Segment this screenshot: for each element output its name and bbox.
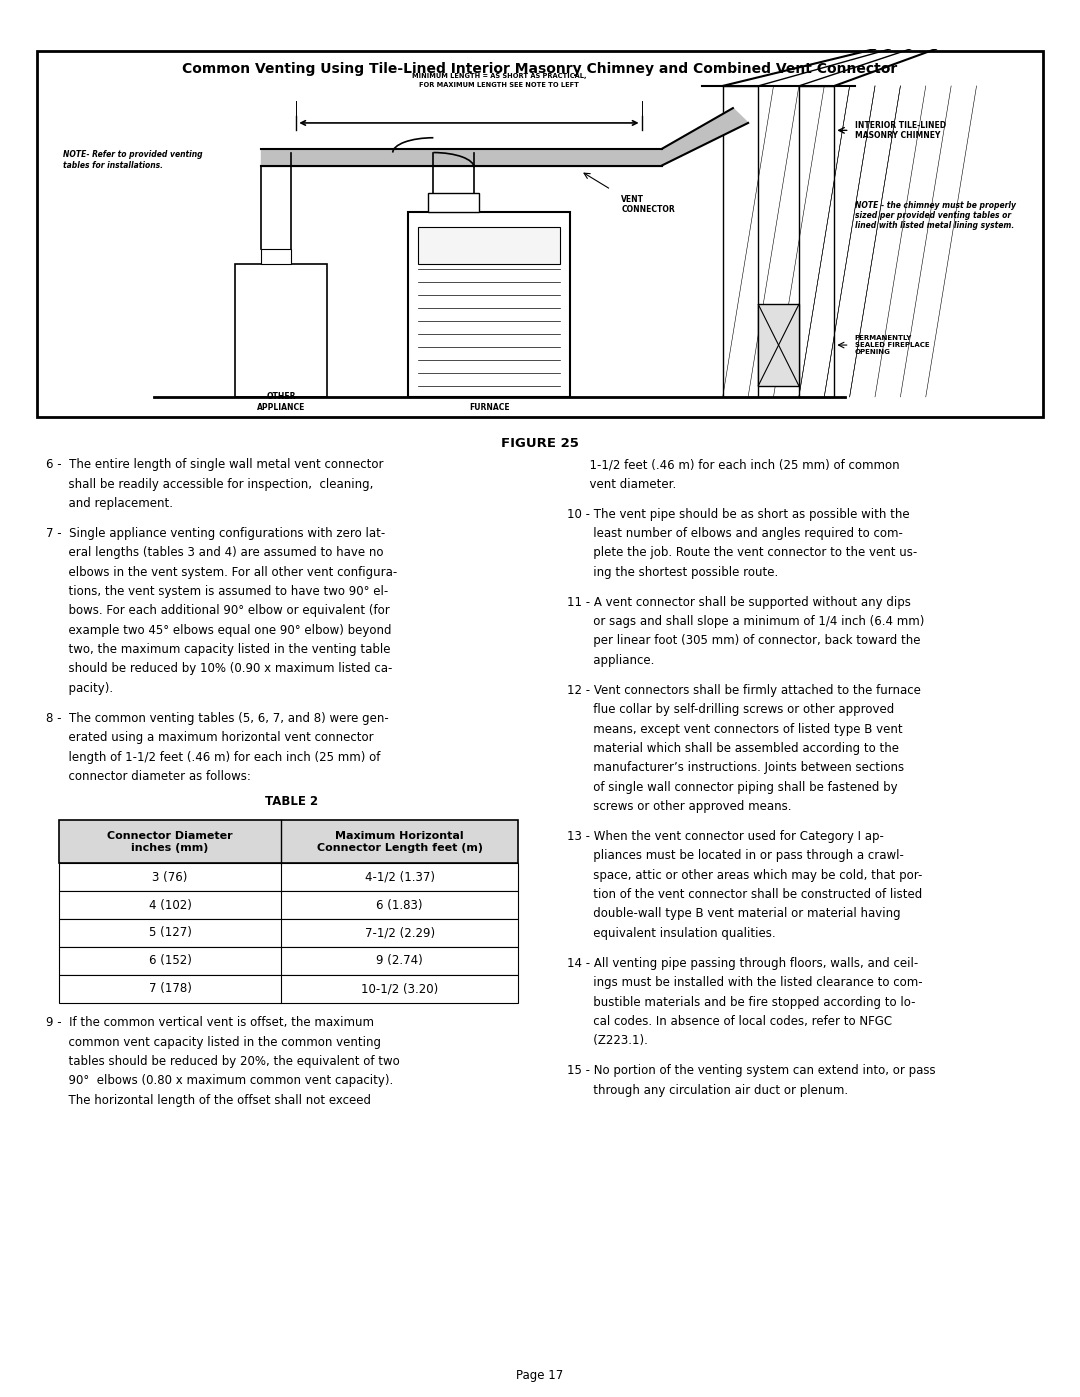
Text: common vent capacity listed in the common venting: common vent capacity listed in the commo…: [46, 1035, 381, 1049]
Text: 7 (178): 7 (178): [149, 982, 191, 995]
Text: 7-1/2 (2.29): 7-1/2 (2.29): [365, 926, 434, 940]
Bar: [799, 87, 835, 397]
Text: shall be readily accessible for inspection,  cleaning,: shall be readily accessible for inspecti…: [46, 478, 374, 490]
Text: ing the shortest possible route.: ing the shortest possible route.: [567, 566, 779, 578]
Text: equivalent insulation qualities.: equivalent insulation qualities.: [567, 926, 775, 940]
Text: 13 - When the vent connector used for Category I ap-: 13 - When the vent connector used for Ca…: [567, 830, 883, 842]
Text: bows. For each additional 90° elbow or equivalent (for: bows. For each additional 90° elbow or e…: [46, 605, 390, 617]
Bar: [758, 305, 799, 386]
Text: OTHER
APPLIANCE: OTHER APPLIANCE: [257, 393, 306, 412]
Text: pliances must be located in or pass through a crawl-: pliances must be located in or pass thro…: [567, 849, 904, 862]
Text: plete the job. Route the vent connector to the vent us-: plete the job. Route the vent connector …: [567, 546, 917, 559]
Text: NOTE - the chimney must be properly
sized per provided venting tables or
lined w: NOTE - the chimney must be properly size…: [854, 201, 1015, 231]
Text: tions, the vent system is assumed to have two 90° el-: tions, the vent system is assumed to hav…: [46, 585, 389, 598]
Text: bustible materials and be fire stopped according to lo-: bustible materials and be fire stopped a…: [567, 996, 916, 1009]
Text: manufacturer’s instructions. Joints between sections: manufacturer’s instructions. Joints betw…: [567, 761, 904, 774]
Bar: [59, 919, 518, 947]
Bar: [59, 947, 518, 975]
Text: tion of the vent connector shall be constructed of listed: tion of the vent connector shall be cons…: [567, 888, 922, 901]
Text: 9 (2.74): 9 (2.74): [376, 954, 423, 967]
Bar: [59, 891, 518, 919]
Text: NOTE- Refer to provided venting
tables for installations.: NOTE- Refer to provided venting tables f…: [63, 151, 202, 169]
Text: 6 -  The entire length of single wall metal vent connector: 6 - The entire length of single wall met…: [46, 458, 384, 471]
Text: or sags and shall slope a minimum of 1/4 inch (6.4 mm): or sags and shall slope a minimum of 1/4…: [567, 615, 924, 629]
Bar: [59, 820, 518, 863]
Text: 8 -  The common venting tables (5, 6, 7, and 8) were gen-: 8 - The common venting tables (5, 6, 7, …: [46, 712, 389, 725]
Text: length of 1-1/2 feet (.46 m) for each inch (25 mm) of: length of 1-1/2 feet (.46 m) for each in…: [46, 750, 381, 764]
Text: 14 - All venting pipe passing through floors, walls, and ceil-: 14 - All venting pipe passing through fl…: [567, 957, 918, 970]
Text: VENT
CONNECTOR: VENT CONNECTOR: [621, 194, 675, 214]
Text: appliance.: appliance.: [567, 654, 654, 666]
Text: 90°  elbows (0.80 x maximum common vent capacity).: 90° elbows (0.80 x maximum common vent c…: [46, 1074, 394, 1087]
Text: The horizontal length of the offset shall not exceed: The horizontal length of the offset shal…: [46, 1094, 372, 1106]
Text: 12 - Vent connectors shall be firmly attached to the furnace: 12 - Vent connectors shall be firmly att…: [567, 683, 921, 697]
Text: 11 - A vent connector shall be supported without any dips: 11 - A vent connector shall be supported…: [567, 595, 910, 609]
Text: and replacement.: and replacement.: [46, 497, 174, 510]
Text: 10 - The vent pipe should be as short as possible with the: 10 - The vent pipe should be as short as…: [567, 507, 909, 521]
Text: cal codes. In absence of local codes, refer to NFGC: cal codes. In absence of local codes, re…: [567, 1014, 892, 1028]
Text: TABLE 2: TABLE 2: [265, 795, 319, 807]
Text: 15 - No portion of the venting system can extend into, or pass: 15 - No portion of the venting system ca…: [567, 1065, 935, 1077]
Text: pacity).: pacity).: [46, 682, 113, 694]
Text: FURNACE: FURNACE: [469, 402, 510, 412]
Text: screws or other approved means.: screws or other approved means.: [567, 800, 792, 813]
Bar: [59, 863, 518, 891]
Text: vent diameter.: vent diameter.: [567, 478, 676, 490]
Bar: [59, 975, 518, 1003]
Bar: [723, 87, 758, 397]
Text: erated using a maximum horizontal vent connector: erated using a maximum horizontal vent c…: [46, 731, 374, 745]
Text: elbows in the vent system. For all other vent configura-: elbows in the vent system. For all other…: [46, 566, 397, 578]
Polygon shape: [662, 108, 748, 165]
Text: (Z223.1).: (Z223.1).: [567, 1034, 648, 1048]
Text: FIGURE 25: FIGURE 25: [501, 437, 579, 450]
Text: double-wall type B vent material or material having: double-wall type B vent material or mate…: [567, 908, 901, 921]
Text: should be reduced by 10% (0.90 x maximum listed ca-: should be reduced by 10% (0.90 x maximum…: [46, 662, 393, 676]
Text: material which shall be assembled according to the: material which shall be assembled accord…: [567, 742, 899, 754]
Text: connector diameter as follows:: connector diameter as follows:: [46, 770, 252, 782]
Text: space, attic or other areas which may be cold, that por-: space, attic or other areas which may be…: [567, 869, 922, 882]
Bar: [429, 193, 480, 212]
Text: Connector Diameter
inches (mm): Connector Diameter inches (mm): [107, 831, 233, 854]
Text: of single wall connector piping shall be fastened by: of single wall connector piping shall be…: [567, 781, 897, 793]
Text: INTERIOR TILE-LINED
MASONRY CHIMNEY: INTERIOR TILE-LINED MASONRY CHIMNEY: [854, 120, 946, 140]
Text: 7 -  Single appliance venting configurations with zero lat-: 7 - Single appliance venting configurati…: [46, 527, 386, 541]
Text: means, except vent connectors of listed type B vent: means, except vent connectors of listed …: [567, 722, 903, 735]
Bar: [408, 212, 570, 397]
Text: Maximum Horizontal
Connector Length feet (m): Maximum Horizontal Connector Length feet…: [316, 831, 483, 854]
Text: least number of elbows and angles required to com-: least number of elbows and angles requir…: [567, 527, 903, 541]
Text: PERMANENTLY
SEALED FIREPLACE
OPENING: PERMANENTLY SEALED FIREPLACE OPENING: [854, 335, 929, 355]
Text: FOR MAXIMUM LENGTH SEE NOTE TO LEFT: FOR MAXIMUM LENGTH SEE NOTE TO LEFT: [419, 82, 579, 88]
Bar: [235, 264, 327, 397]
Text: per linear foot (305 mm) of connector, back toward the: per linear foot (305 mm) of connector, b…: [567, 634, 920, 647]
Bar: [418, 226, 561, 264]
Polygon shape: [261, 149, 662, 165]
Text: eral lengths (tables 3 and 4) are assumed to have no: eral lengths (tables 3 and 4) are assume…: [46, 546, 384, 559]
Text: tables should be reduced by 20%, the equivalent of two: tables should be reduced by 20%, the equ…: [46, 1055, 401, 1067]
Text: 5 (127): 5 (127): [149, 926, 191, 940]
Text: 6 (1.83): 6 (1.83): [376, 898, 423, 912]
Text: 4 (102): 4 (102): [149, 898, 191, 912]
Text: 10-1/2 (3.20): 10-1/2 (3.20): [361, 982, 438, 995]
Text: flue collar by self-drilling screws or other approved: flue collar by self-drilling screws or o…: [567, 703, 894, 717]
Text: 3 (76): 3 (76): [152, 870, 188, 884]
Text: example two 45° elbows equal one 90° elbow) beyond: example two 45° elbows equal one 90° elb…: [46, 624, 392, 637]
Text: 1-1/2 feet (.46 m) for each inch (25 mm) of common: 1-1/2 feet (.46 m) for each inch (25 mm)…: [567, 458, 900, 471]
Text: 9 -  If the common vertical vent is offset, the maximum: 9 - If the common vertical vent is offse…: [46, 1016, 375, 1030]
Text: Common Venting Using Tile-Lined Interior Masonry Chimney and Combined Vent Conne: Common Venting Using Tile-Lined Interior…: [183, 61, 897, 75]
Text: ings must be installed with the listed clearance to com-: ings must be installed with the listed c…: [567, 977, 922, 989]
Bar: [261, 249, 292, 264]
Text: 4-1/2 (1.37): 4-1/2 (1.37): [365, 870, 434, 884]
Text: MINIMUM LENGTH = AS SHORT AS PRACTICAL,: MINIMUM LENGTH = AS SHORT AS PRACTICAL,: [413, 73, 586, 78]
Text: two, the maximum capacity listed in the venting table: two, the maximum capacity listed in the …: [46, 643, 391, 657]
Text: 6 (152): 6 (152): [149, 954, 191, 967]
Text: through any circulation air duct or plenum.: through any circulation air duct or plen…: [567, 1084, 848, 1097]
Text: Page 17: Page 17: [516, 1369, 564, 1382]
